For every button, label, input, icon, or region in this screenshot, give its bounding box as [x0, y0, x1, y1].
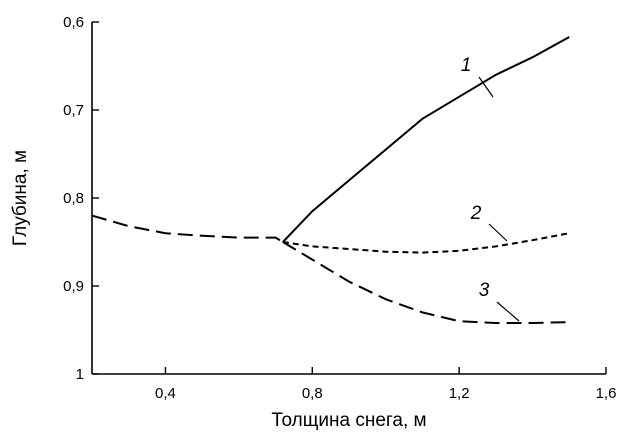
- x-tick-label: 1,2: [449, 385, 470, 402]
- y-tick-label: 0,7: [63, 102, 84, 119]
- common-segment-line: [91, 214, 284, 243]
- y-tick-label: 0,9: [63, 278, 84, 295]
- y-tick-label: 0,8: [63, 190, 84, 207]
- x-tick-label: 0,4: [155, 385, 176, 402]
- x-axis-title: Толщина снега, м: [271, 410, 426, 431]
- series-2-label: 2: [470, 203, 482, 224]
- series-3-leader-line: [496, 301, 520, 322]
- curves: [91, 36, 570, 324]
- series-1-label: 1: [461, 55, 472, 76]
- series-1-line: [282, 36, 570, 243]
- y-axis-title: Глубина, м: [10, 150, 31, 246]
- series-3-label: 3: [479, 280, 490, 301]
- y-tick-label: 0,6: [63, 14, 84, 31]
- series-3-line: [282, 241, 570, 324]
- series-2-leader-line: [488, 223, 508, 242]
- tick-labels: 0,4 0,8 1,2 1,6 0,6 0,7 0,8 0,9 1: [63, 14, 616, 402]
- ticks: [92, 21, 607, 375]
- y-tick-label: 1: [76, 366, 84, 383]
- series-1-leader-line: [478, 76, 494, 98]
- x-tick-label: 1,6: [596, 385, 617, 402]
- curve-labels: 1 2 3: [461, 55, 520, 322]
- series-2-line: [282, 232, 570, 254]
- x-tick-label: 0,8: [302, 385, 323, 402]
- axes: [91, 22, 606, 375]
